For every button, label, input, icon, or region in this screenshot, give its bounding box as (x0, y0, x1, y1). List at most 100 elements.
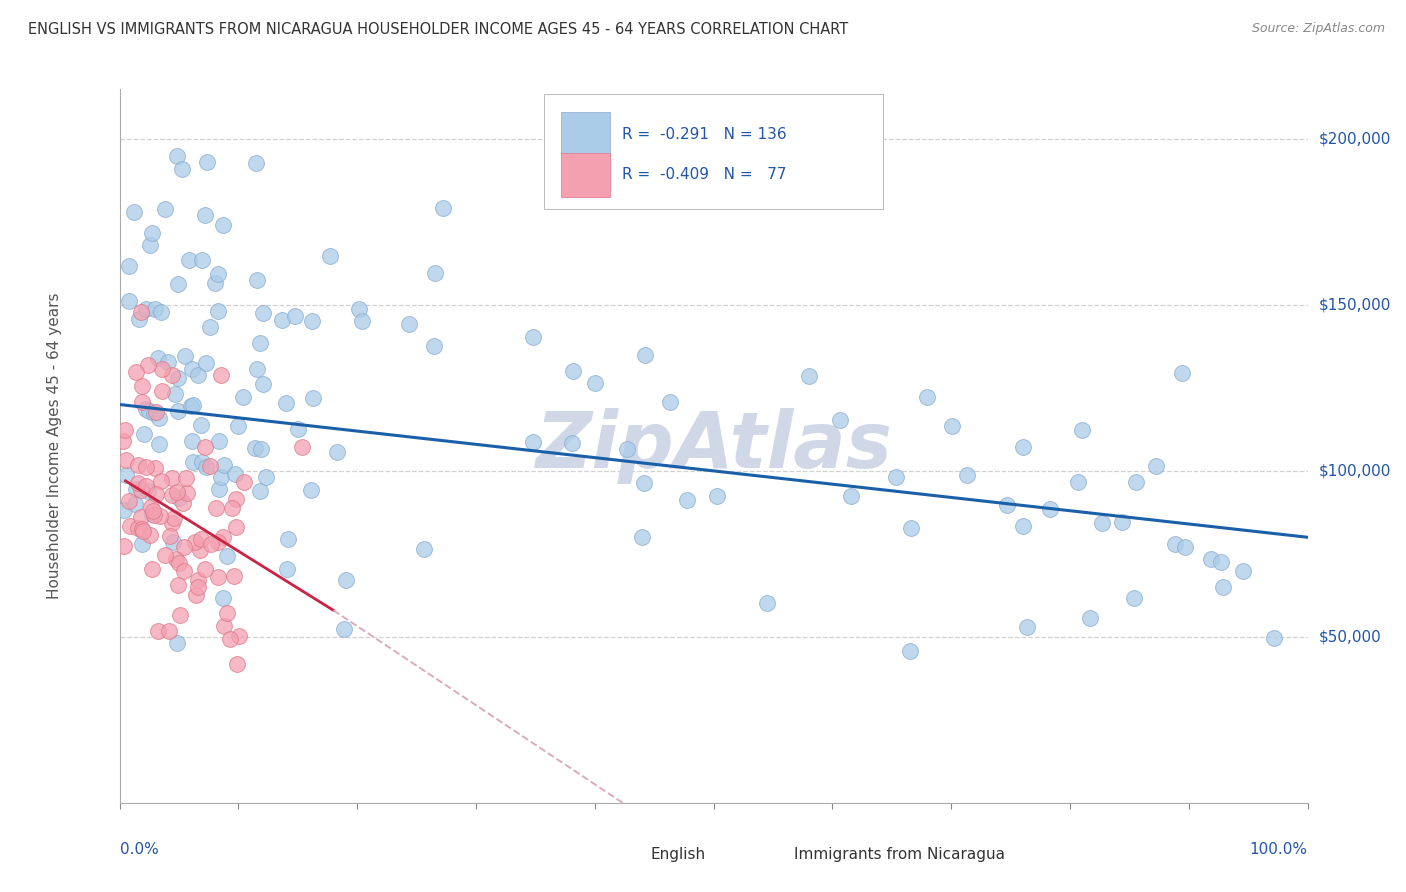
Point (159, 624, 181, 638)
Point (561, 435, 583, 450)
Point (1201, 552, 1223, 566)
Point (204, 501, 226, 516)
Point (152, 384, 174, 398)
Text: $150,000: $150,000 (1319, 297, 1391, 312)
Point (118, 259, 141, 273)
Point (276, 562, 298, 576)
Point (148, 351, 170, 365)
Point (112, 503, 135, 517)
Point (132, 524, 155, 538)
Point (232, 475, 254, 490)
Point (167, 404, 190, 418)
Point (194, 460, 217, 475)
Point (1012, 440, 1035, 454)
Point (177, 253, 200, 268)
Point (181, 398, 204, 412)
Point (1111, 515, 1133, 529)
Point (166, 484, 188, 499)
Point (181, 434, 204, 449)
Text: R =  -0.291   N = 136: R = -0.291 N = 136 (621, 127, 787, 142)
Point (128, 311, 150, 326)
Point (149, 509, 172, 524)
Text: R =  -0.409   N =   77: R = -0.409 N = 77 (621, 168, 786, 182)
Point (956, 468, 979, 483)
Point (170, 162, 193, 177)
Point (163, 511, 186, 525)
Point (1122, 591, 1144, 606)
Point (181, 361, 204, 376)
Point (115, 453, 138, 467)
Point (1232, 564, 1254, 578)
Point (634, 347, 657, 361)
Point (222, 569, 245, 583)
Point (142, 406, 165, 420)
Point (1144, 458, 1167, 473)
Point (215, 606, 238, 620)
FancyBboxPatch shape (605, 840, 644, 871)
Point (561, 364, 583, 378)
Point (191, 253, 214, 268)
Point (141, 562, 163, 576)
Point (131, 395, 153, 409)
Point (291, 440, 314, 454)
Point (173, 540, 195, 554)
Point (207, 304, 229, 318)
Point (1125, 475, 1147, 490)
Point (1017, 620, 1039, 634)
Point (301, 314, 323, 328)
Point (112, 434, 135, 449)
Point (212, 458, 235, 473)
Point (675, 492, 697, 507)
Point (209, 368, 232, 383)
Point (249, 483, 271, 498)
Point (194, 561, 217, 575)
Point (212, 530, 235, 544)
Point (658, 395, 681, 409)
Point (184, 534, 207, 549)
Point (828, 413, 851, 427)
Point (167, 277, 190, 291)
Point (287, 421, 309, 435)
Point (172, 496, 194, 510)
Point (1212, 580, 1234, 594)
Point (225, 519, 247, 533)
Point (141, 507, 163, 521)
Point (135, 479, 157, 493)
Point (145, 487, 167, 501)
Point (252, 305, 274, 319)
Text: Householder Income Ages 45 - 64 years: Householder Income Ages 45 - 64 years (46, 293, 62, 599)
Point (118, 293, 141, 308)
Point (207, 267, 229, 281)
Point (135, 401, 157, 416)
Point (150, 362, 173, 376)
Text: 0.0%: 0.0% (120, 842, 159, 857)
Point (347, 302, 370, 317)
Point (252, 377, 274, 392)
Point (432, 201, 454, 215)
Point (139, 500, 162, 515)
Point (165, 552, 187, 566)
Point (226, 418, 249, 433)
Point (228, 629, 250, 643)
Point (139, 527, 162, 541)
Point (522, 330, 544, 344)
Point (191, 455, 214, 469)
FancyBboxPatch shape (544, 95, 883, 209)
Text: Immigrants from Nicaragua: Immigrants from Nicaragua (794, 847, 1005, 862)
Point (1211, 555, 1233, 569)
Point (129, 510, 152, 524)
Point (522, 435, 544, 450)
Point (1263, 632, 1285, 646)
Point (219, 632, 242, 646)
Point (212, 618, 235, 632)
Point (145, 405, 167, 419)
Point (900, 521, 922, 535)
Point (212, 591, 235, 605)
Point (398, 318, 420, 332)
Point (176, 471, 198, 485)
Point (1091, 516, 1114, 531)
Point (194, 208, 217, 222)
Point (148, 411, 170, 425)
Point (127, 476, 149, 491)
Point (423, 339, 446, 353)
